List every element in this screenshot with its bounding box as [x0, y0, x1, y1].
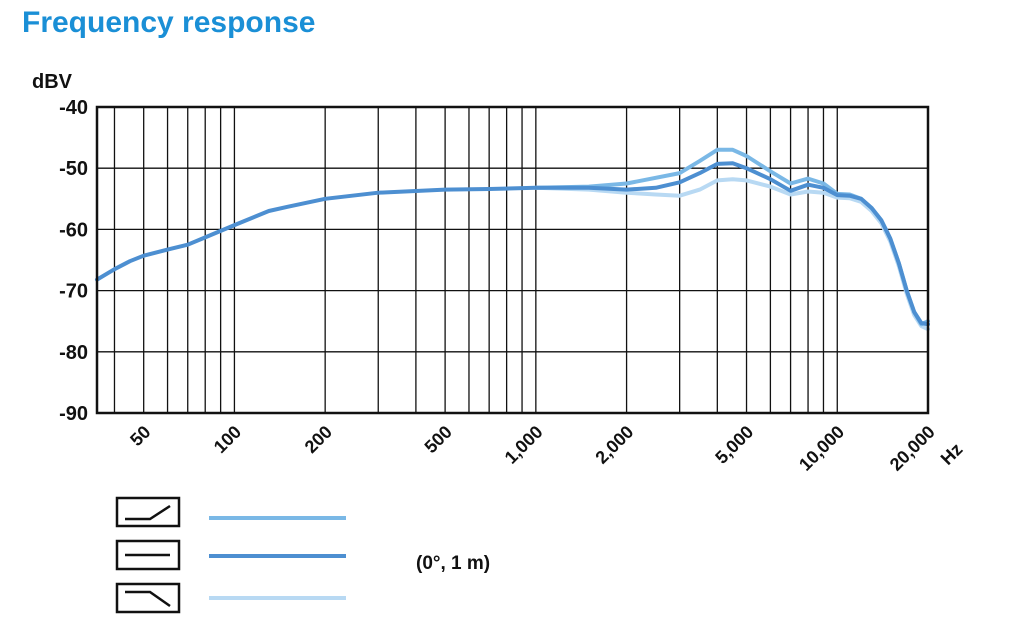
x-tick-label: 100	[210, 422, 245, 457]
x-tick-label: 20,000	[886, 422, 939, 475]
flat-switch-icon	[115, 539, 181, 571]
x-tick-label: 10,000	[795, 422, 848, 475]
page-title: Frequency response	[22, 6, 316, 39]
y-tick-labels: -40 -50 -60 -70 -80 -90	[59, 97, 88, 425]
curve-high-cut	[533, 177, 930, 332]
chart-curves	[95, 147, 930, 332]
low-cut-switch-icon	[115, 496, 181, 528]
x-tick-labels: 50 100 200 500 1,000 2,000 5,000 10,000 20,000	[126, 422, 939, 475]
y-tick-label: -60	[59, 219, 88, 241]
plot-frame	[95, 105, 930, 415]
y-tick-label: -40	[59, 97, 88, 119]
y-tick-label: -70	[59, 281, 88, 303]
y-tick-label: -90	[59, 403, 88, 425]
curve-flat	[95, 161, 930, 327]
x-tick-label: 2,000	[591, 422, 637, 468]
x-tick-label: 50	[126, 422, 154, 450]
y-axis-label: dBV	[32, 71, 73, 93]
legend: (0°, 1 m)	[115, 496, 490, 614]
x-tick-label: 5,000	[711, 422, 757, 468]
y-tick-label: -50	[59, 158, 88, 180]
y-tick-label: -80	[59, 342, 88, 364]
chart-frame	[95, 105, 930, 415]
x-tick-label: 1,000	[501, 422, 547, 468]
high-cut-switch-icon	[115, 582, 181, 614]
x-tick-label: 200	[301, 422, 336, 457]
curve-low-cut	[533, 147, 930, 327]
chart-grid	[97, 107, 928, 413]
measurement-condition-note: (0°, 1 m)	[416, 553, 490, 574]
x-tick-label: 500	[421, 422, 456, 457]
x-axis-unit: Hz	[937, 439, 967, 469]
